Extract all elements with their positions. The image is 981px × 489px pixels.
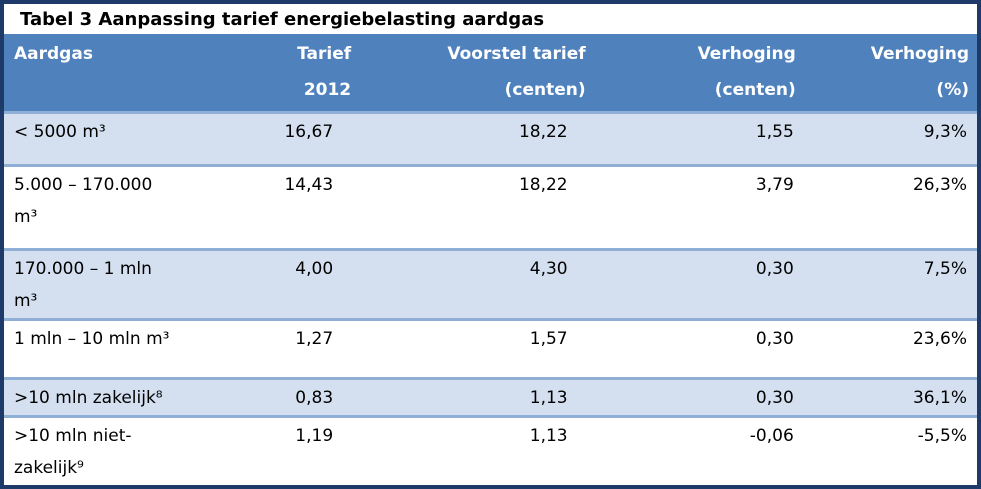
label-line: 170.000 – 1 mln	[14, 259, 152, 279]
cell-verhoging-centen: -0,06	[593, 415, 804, 485]
table-row: 5.000 – 170.000 m³ 14,43 18,22 3,79 26,3%	[4, 164, 977, 250]
cell-voorstel-tarief: 4,30	[359, 248, 594, 320]
cell-verhoging-pct: 26,3%	[803, 164, 977, 250]
label-line: m³	[14, 207, 38, 227]
col-header-verhoging-pct: Verhoging (%)	[803, 34, 977, 113]
table-header: Aardgas Tarief 2012 Voorstel tarief (cen…	[4, 34, 977, 113]
table-row: 170.000 – 1 mln m³ 4,00 4,30 0,30 7,5%	[4, 248, 977, 320]
table-row: < 5000 m³ 16,67 18,22 1,55 9,3%	[4, 111, 977, 166]
cell-voorstel-tarief: 1,13	[359, 377, 594, 417]
table-row: >10 mln niet-zakelijk⁹ 1,19 1,13 -0,06 -5,5%	[4, 415, 977, 485]
cell-voorstel-tarief: 18,22	[359, 164, 594, 250]
cell-verhoging-centen: 1,55	[593, 111, 804, 166]
cell-tarief-2012: 4,00	[258, 248, 360, 320]
cell-verhoging-centen: 0,30	[593, 318, 804, 379]
header-row: Aardgas Tarief 2012 Voorstel tarief (cen…	[4, 34, 977, 113]
cell-voorstel-tarief: 18,22	[359, 111, 594, 166]
cell-verhoging-pct: 9,3%	[803, 111, 977, 166]
col-header-aardgas: Aardgas	[4, 34, 259, 113]
table-row: 1 mln – 10 mln m³ 1,27 1,57 0,30 23,6%	[4, 318, 977, 379]
label-line: m³	[14, 291, 38, 311]
cell-tarief-2012: 0,83	[258, 377, 360, 417]
label-line: >10 mln niet-	[14, 426, 132, 446]
cell-tarief-2012: 14,43	[258, 164, 360, 250]
header-line	[14, 72, 251, 108]
cell-aardgas: >10 mln zakelijk⁸	[4, 377, 259, 417]
cell-verhoging-centen: 0,30	[593, 377, 804, 417]
cell-verhoging-pct: 7,5%	[803, 248, 977, 320]
table-row: >10 mln zakelijk⁸ 0,83 1,13 0,30 36,1%	[4, 377, 977, 417]
cell-verhoging-pct: 36,1%	[803, 377, 977, 417]
energy-tax-table: Aardgas Tarief 2012 Voorstel tarief (cen…	[4, 34, 977, 485]
label-line: >10 mln zakelijk⁸	[14, 388, 163, 408]
header-line: 2012	[303, 80, 352, 100]
cell-tarief-2012: 16,67	[258, 111, 360, 166]
table-title: Tabel 3 Aanpassing tarief energiebelasti…	[4, 4, 977, 34]
cell-voorstel-tarief: 1,57	[359, 318, 594, 379]
table-body: < 5000 m³ 16,67 18,22 1,55 9,3% 5.000 – 170.0…	[4, 111, 977, 485]
header-line: (centen)	[504, 80, 586, 100]
cell-tarief-2012: 1,27	[258, 318, 360, 379]
cell-aardgas: 5.000 – 170.000 m³	[4, 164, 259, 250]
cell-tarief-2012: 1,19	[258, 415, 360, 485]
cell-verhoging-pct: 23,6%	[803, 318, 977, 379]
cell-aardgas: 170.000 – 1 mln m³	[4, 248, 259, 320]
cell-aardgas: >10 mln niet-zakelijk⁹	[4, 415, 259, 485]
label-line: < 5000 m³	[14, 122, 106, 142]
col-header-verhoging-centen: Verhoging (centen)	[593, 34, 804, 113]
label-line: 1 mln – 10 mln m³	[14, 329, 170, 349]
cell-verhoging-pct: -5,5%	[803, 415, 977, 485]
header-line: Verhoging	[697, 44, 796, 64]
header-line: (centen)	[714, 80, 796, 100]
cell-aardgas: < 5000 m³	[4, 111, 259, 166]
cell-voorstel-tarief: 1,13	[359, 415, 594, 485]
cell-verhoging-centen: 0,30	[593, 248, 804, 320]
col-header-voorstel-tarief: Voorstel tarief (centen)	[359, 34, 594, 113]
header-line: Aardgas	[14, 44, 93, 64]
cell-verhoging-centen: 3,79	[593, 164, 804, 250]
header-line: Voorstel tarief	[447, 44, 586, 64]
header-line: Tarief	[297, 44, 352, 64]
cell-aardgas: 1 mln – 10 mln m³	[4, 318, 259, 379]
label-line: zakelijk⁹	[14, 458, 84, 478]
label-line: 5.000 – 170.000	[14, 175, 153, 195]
header-line: Verhoging	[870, 44, 969, 64]
header-line: (%)	[936, 80, 969, 100]
col-header-tarief-2012: Tarief 2012	[258, 34, 360, 113]
